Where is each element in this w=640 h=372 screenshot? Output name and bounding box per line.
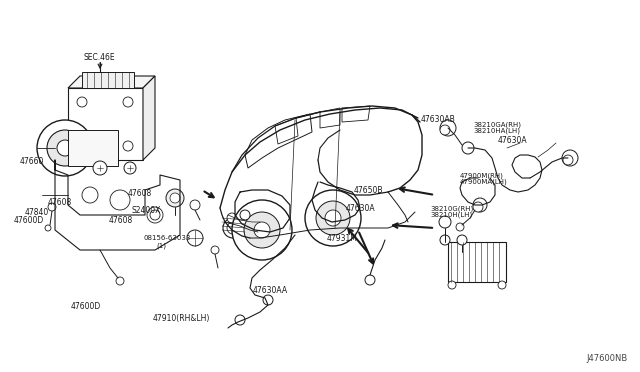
Circle shape (116, 277, 124, 285)
Text: 47900M(RH): 47900M(RH) (460, 172, 504, 179)
Text: 47630A: 47630A (498, 136, 527, 145)
Circle shape (110, 190, 130, 210)
Circle shape (227, 222, 239, 234)
Circle shape (93, 161, 107, 175)
Circle shape (456, 223, 464, 231)
Text: 38210H(LH): 38210H(LH) (430, 211, 472, 218)
Circle shape (48, 203, 56, 211)
Circle shape (473, 198, 487, 212)
Text: 47910(RH&LH): 47910(RH&LH) (152, 314, 210, 323)
Circle shape (439, 216, 451, 228)
Circle shape (227, 213, 237, 223)
Text: 47630AB: 47630AB (421, 115, 456, 124)
Circle shape (45, 225, 51, 231)
Text: 47660: 47660 (19, 157, 44, 166)
Circle shape (457, 235, 467, 245)
Circle shape (498, 281, 506, 289)
Circle shape (440, 120, 456, 136)
Circle shape (240, 210, 250, 220)
Text: 38210GA(RH): 38210GA(RH) (474, 121, 522, 128)
Text: 38210G(RH): 38210G(RH) (430, 205, 474, 212)
Bar (68, 88, 143, 160)
Circle shape (170, 193, 180, 203)
Circle shape (473, 202, 483, 212)
Circle shape (124, 162, 136, 174)
Text: 47600D: 47600D (70, 302, 100, 311)
Text: SEC.46E: SEC.46E (83, 53, 115, 62)
Circle shape (563, 155, 573, 165)
Text: 08156-63033: 08156-63033 (144, 235, 191, 241)
Text: S2400X: S2400X (131, 206, 161, 215)
Circle shape (150, 210, 160, 220)
Circle shape (166, 189, 184, 207)
Circle shape (223, 218, 243, 238)
Circle shape (123, 97, 133, 107)
Text: J47600NB: J47600NB (586, 355, 627, 363)
Circle shape (82, 187, 98, 203)
Text: 47900MA(LH): 47900MA(LH) (460, 179, 508, 185)
Text: (1): (1) (157, 242, 167, 249)
Circle shape (316, 201, 350, 235)
Circle shape (244, 212, 280, 248)
Circle shape (190, 200, 200, 210)
Circle shape (263, 295, 273, 305)
Circle shape (123, 141, 133, 151)
Circle shape (448, 281, 456, 289)
Bar (448, 242, 506, 282)
Circle shape (77, 141, 87, 151)
Text: 47608: 47608 (109, 216, 133, 225)
Circle shape (235, 315, 245, 325)
Polygon shape (143, 76, 155, 160)
Circle shape (187, 230, 203, 246)
Circle shape (211, 246, 219, 254)
Text: 47931M: 47931M (326, 234, 357, 243)
Circle shape (562, 150, 578, 166)
Circle shape (37, 120, 93, 176)
Circle shape (57, 140, 73, 156)
Circle shape (325, 210, 341, 226)
Text: 47630A: 47630A (346, 204, 375, 213)
Circle shape (462, 142, 474, 154)
Text: 47608: 47608 (128, 189, 152, 198)
Circle shape (254, 222, 270, 238)
Circle shape (305, 190, 361, 246)
Bar (68, 130, 118, 166)
Text: 47630AA: 47630AA (253, 286, 288, 295)
Text: 47600D: 47600D (14, 216, 44, 225)
Text: 47608: 47608 (48, 198, 72, 207)
Circle shape (232, 200, 292, 260)
Bar (82, 72, 134, 88)
Circle shape (47, 130, 83, 166)
Circle shape (147, 207, 163, 223)
Circle shape (77, 97, 87, 107)
Circle shape (440, 235, 450, 245)
Text: 47840: 47840 (24, 208, 49, 217)
Circle shape (365, 275, 375, 285)
Circle shape (440, 125, 450, 135)
Polygon shape (68, 76, 155, 88)
Text: 47650B: 47650B (353, 186, 383, 195)
Text: 38210HA(LH): 38210HA(LH) (474, 128, 520, 134)
